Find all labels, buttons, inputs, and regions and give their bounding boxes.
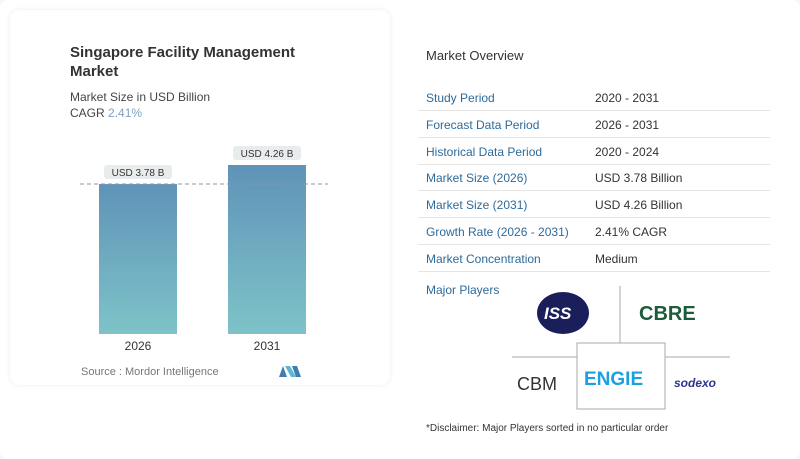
data-label-bg	[104, 165, 172, 180]
row-label: Forecast Data Period	[426, 117, 540, 132]
data-label-bg	[233, 146, 301, 160]
x-tick-label: 2031	[254, 339, 281, 353]
cagr-value: 2.41%	[108, 106, 143, 120]
row-label: Growth Rate (2026 - 2031)	[426, 225, 569, 239]
overview-row: Historical Data Period 2020 - 2024	[418, 138, 770, 165]
row-label: Market Concentration	[426, 251, 541, 266]
mordor-logo	[279, 366, 301, 377]
row-value: Medium	[595, 251, 638, 266]
iss-logo-text: ISS	[544, 304, 572, 323]
overview-row: Growth Rate (2026 - 2031) 2.41% CAGR	[418, 218, 770, 245]
overview-row: Forecast Data Period 2026 - 2031	[418, 111, 770, 138]
row-value: 2026 - 2031	[595, 117, 660, 132]
row-value: 2.41% CAGR	[595, 225, 668, 239]
cbre-logo: CBRE	[639, 303, 696, 325]
bar-chart: USD 3.78 B 2026 USD 4.26 B 2031	[80, 146, 328, 353]
data-label: USD 4.26 B	[241, 149, 294, 160]
row-label: Study Period	[426, 91, 495, 105]
row-label: Historical Data Period	[426, 144, 543, 159]
overview-row: Study Period 2020 - 2031	[418, 84, 770, 111]
row-value: 2020 - 2024	[595, 144, 660, 159]
cbm-logo: CBM	[517, 374, 557, 394]
major-players-label: Major Players	[426, 283, 500, 297]
overview-title: Market Overview	[426, 48, 524, 63]
overview-row: Market Size (2026) USD 3.78 Billion	[418, 164, 770, 192]
source: Source : Mordor Intelligence	[81, 366, 219, 378]
bar-2031	[228, 165, 306, 334]
cagr-label: CAGR	[70, 106, 105, 120]
x-tick-label: 2026	[125, 339, 152, 353]
row-label: Market Size (2026)	[426, 171, 528, 186]
disclaimer: *Disclaimer: Major Players sorted in no …	[426, 423, 669, 434]
chart-subtitle: Market Size in USD Billion	[70, 90, 211, 104]
engie-logo: ENGIE	[584, 369, 644, 390]
chart-title: Singapore Facility Management Market	[70, 44, 296, 80]
cagr: CAGR 2.41%	[70, 106, 142, 120]
overview-row: Market Concentration Medium	[418, 245, 770, 272]
mordor-logo-icon	[279, 366, 301, 377]
row-value: USD 3.78 Billion	[595, 171, 683, 186]
data-label: USD 3.78 B	[112, 168, 165, 179]
bar-2026	[99, 184, 177, 334]
chart-card	[10, 10, 390, 385]
row-label: Market Size (2031)	[426, 198, 528, 213]
overview-row: Market Size (2031) USD 4.26 Billion	[418, 191, 770, 219]
row-value: USD 4.26 Billion	[595, 198, 683, 213]
row-value: 2020 - 2031	[595, 91, 660, 105]
sodexo-logo: sodexo	[674, 376, 717, 390]
